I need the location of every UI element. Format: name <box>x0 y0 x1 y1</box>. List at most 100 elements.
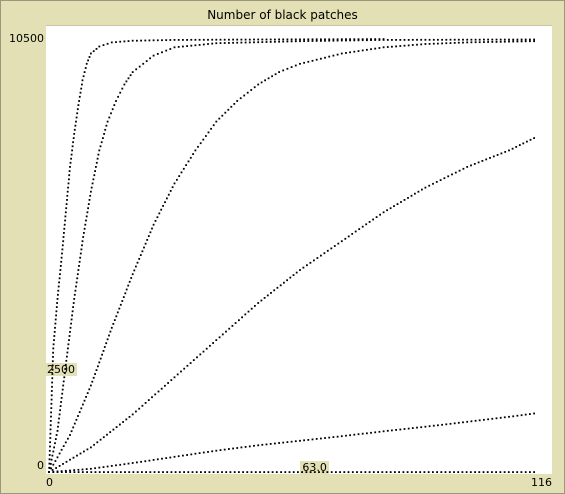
series-2-point-21 <box>86 392 89 394</box>
series-4-point-108 <box>499 416 502 419</box>
series-1-point-187 <box>499 38 502 41</box>
series-5-point-84 <box>402 471 405 473</box>
series-3-point-81 <box>313 259 315 262</box>
series-5-point-78 <box>377 471 379 473</box>
series-3-point-137 <box>515 146 518 148</box>
series-3-point-66 <box>263 297 266 299</box>
series-0-point-63 <box>65 207 68 210</box>
series-4-point-93 <box>437 424 439 427</box>
series-1-point-60 <box>84 223 87 226</box>
series-0-point-70 <box>68 178 70 181</box>
series-2-point-133 <box>366 48 368 51</box>
series-4-point-3 <box>60 470 63 472</box>
series-3-point-70 <box>276 286 279 289</box>
series-4-point-78 <box>374 431 377 434</box>
series-2-point-115 <box>290 66 293 68</box>
series-0-point-125 <box>186 39 188 41</box>
series-0-point-3 <box>48 458 51 461</box>
series-1-point-142 <box>311 40 314 42</box>
series-0-point-42 <box>57 293 59 296</box>
series-1-point-1 <box>49 467 51 469</box>
series-4-point-9 <box>85 468 88 470</box>
series-5-point-68 <box>335 471 337 473</box>
series-3-point-72 <box>283 281 285 284</box>
series-0-point-99 <box>87 59 89 62</box>
series-1-point-194 <box>529 38 531 41</box>
series-0-point-109 <box>119 40 122 43</box>
series-0-point-135 <box>228 38 230 41</box>
series-4-point-12 <box>98 466 101 469</box>
series-2-point-16 <box>78 411 81 413</box>
series-5-point-52 <box>267 471 270 473</box>
series-4-point-59 <box>294 440 297 443</box>
series-2-point-173 <box>533 40 535 43</box>
series-1-point-102 <box>145 60 148 62</box>
series-0-point-55 <box>62 240 65 243</box>
series-0-point-19 <box>50 390 53 392</box>
series-3-point-124 <box>466 166 469 168</box>
series-1-point-40 <box>72 306 74 308</box>
series-0-point-159 <box>328 38 331 41</box>
series-1-point-25 <box>64 368 67 370</box>
series-4-point-25 <box>152 459 155 461</box>
series-3-point-132 <box>496 154 499 156</box>
series-3-point-95 <box>361 225 364 228</box>
series-0-point-38 <box>55 310 58 313</box>
series-2-point-70 <box>162 205 164 207</box>
series-0-point-76 <box>70 153 73 156</box>
series-1-point-91 <box>117 95 119 98</box>
series-1-point-41 <box>72 302 75 304</box>
series-0-point-131 <box>211 38 214 41</box>
series-5-point-24 <box>149 471 152 473</box>
series-0-point-140 <box>248 38 251 41</box>
series-0-point-30 <box>52 343 55 346</box>
series-2-point-30 <box>99 357 102 360</box>
series-0-point-15 <box>50 407 53 409</box>
series-0-point-44 <box>57 285 60 288</box>
series-4-point-16 <box>115 464 117 467</box>
series-1-point-44 <box>74 289 77 292</box>
series-2-point-109 <box>267 77 270 80</box>
series-0-point-24 <box>51 368 54 371</box>
series-0-point-32 <box>53 335 56 337</box>
series-0-point-17 <box>50 398 53 401</box>
series-2-point-84 <box>192 153 194 155</box>
series-1-point-96 <box>127 77 130 80</box>
series-5-point-6 <box>73 471 76 473</box>
series-2-point-13 <box>73 422 76 425</box>
series-0-point-119 <box>161 39 163 42</box>
series-2-point-46 <box>122 296 125 298</box>
series-2-point-131 <box>357 50 360 52</box>
series-5-point-47 <box>246 471 249 473</box>
series-2-point-81 <box>185 164 187 166</box>
series-1-point-84 <box>105 124 108 127</box>
series-5-point-46 <box>242 471 244 473</box>
series-5-point-9 <box>86 471 88 473</box>
series-5-point-20 <box>132 471 135 473</box>
series-3-point-3 <box>58 465 61 467</box>
series-0-point-92 <box>80 87 83 90</box>
series-2-point-110 <box>271 75 273 78</box>
series-1-point-87 <box>110 112 112 115</box>
series-2-point-98 <box>230 105 233 108</box>
series-3-point-79 <box>306 264 308 267</box>
series-4-point-86 <box>407 427 410 430</box>
series-0-point-79 <box>72 141 74 144</box>
series-4-point-53 <box>269 443 272 445</box>
series-4-point-34 <box>190 453 193 456</box>
series-2-point-38 <box>110 326 113 329</box>
series-3-point-71 <box>279 284 282 287</box>
series-0-point-41 <box>56 298 59 300</box>
series-0-point-29 <box>52 347 55 350</box>
series-4-point-77 <box>370 431 372 434</box>
series-3-point-35 <box>164 384 166 387</box>
series-5-point-57 <box>288 471 291 473</box>
y-max-label: 10500 <box>9 32 44 45</box>
series-2-point-156 <box>462 41 464 44</box>
series-3-point-113 <box>424 186 427 189</box>
series-2-point-49 <box>127 284 130 287</box>
series-2-point-11 <box>70 430 73 433</box>
series-0-point-65 <box>66 199 68 201</box>
series-3-point-127 <box>477 161 480 164</box>
